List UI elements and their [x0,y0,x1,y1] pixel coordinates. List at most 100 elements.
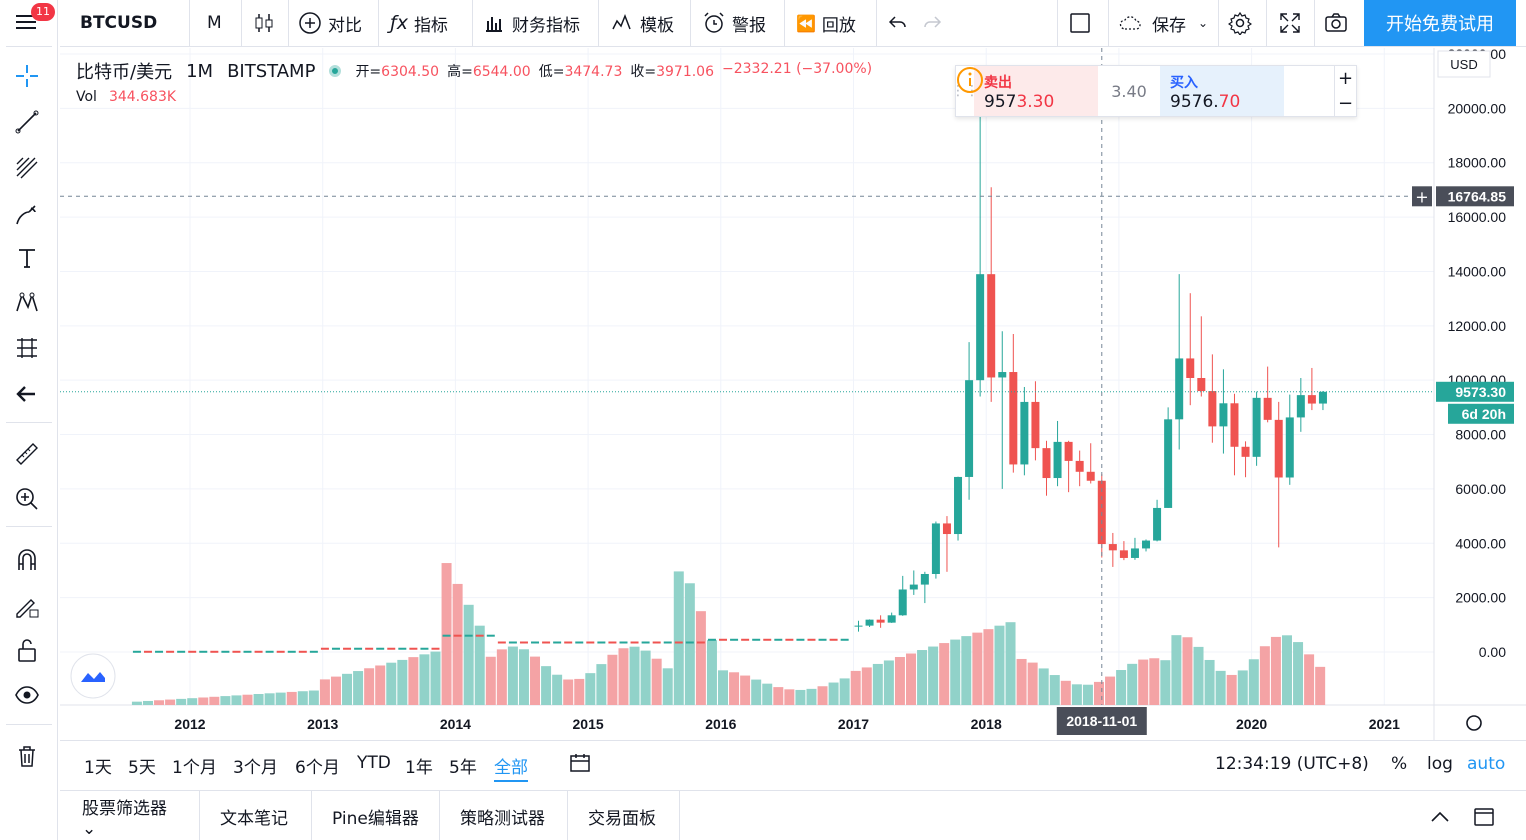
volume-bar [1027,662,1038,705]
indicators-button[interactable]: ƒx 指标 [390,12,448,36]
brush-icon[interactable] [9,196,45,232]
volume-bar [1105,676,1116,705]
fx-icon: ƒx [390,12,408,34]
trash-icon[interactable] [9,738,45,774]
alert-button[interactable]: 警报 [702,0,766,46]
compare-button[interactable]: 对比 [298,0,362,46]
range-6[interactable]: 1年 [405,758,433,778]
volume-bar [430,651,441,705]
layout-button[interactable] [1068,0,1092,46]
range-2[interactable]: 1个月 [172,758,217,778]
y-tick-10: 20000.00 [1448,100,1507,116]
x-tick-1: 2013 [307,716,338,732]
pattern-icon[interactable] [9,285,45,321]
fib-icon[interactable] [9,150,45,186]
volume-bar [1315,666,1326,705]
range-0[interactable]: 1天 [84,758,112,778]
y-tick-0: 0.00 [1479,644,1506,660]
volume-bar [474,625,485,705]
range-4[interactable]: 6个月 [295,758,340,778]
zoom-in-icon[interactable] [9,481,45,517]
range-5[interactable]: YTD [357,753,391,773]
panel-tab-0[interactable]: 股票筛选器 ⌄ [62,791,200,840]
log-toggle[interactable]: log [1427,754,1453,774]
date-range-icon[interactable] [568,751,592,780]
candle-body-2018-01 [987,274,996,378]
undo-button[interactable] [886,0,910,46]
text-icon[interactable] [9,240,45,276]
volume-bar [795,689,806,705]
templates-button[interactable]: 模板 [610,0,674,46]
eye-icon[interactable] [9,677,45,713]
range-3[interactable]: 3个月 [233,758,278,778]
auto-toggle[interactable]: auto [1467,754,1506,774]
range-7[interactable]: 5年 [449,758,477,778]
range-8[interactable]: 全部 [494,753,528,782]
unlock-icon[interactable] [9,632,45,668]
volume-bar [1127,663,1138,705]
template-icon [612,13,631,30]
trend-line-icon[interactable] [9,104,45,140]
y-tick-7: 14000.00 [1448,263,1507,279]
chart-area[interactable]: 0.00 2000.00 4000.00 6000.00 8000.00 10000.00… [60,48,1526,740]
candles-icon [255,14,273,32]
maximize-panel-icon[interactable] [1472,805,1496,833]
volume-bar [496,649,507,705]
y-tick-2: 4000.00 [1455,535,1506,551]
x-tick-4: 2016 [705,716,736,732]
free-trial-button[interactable]: 开始免费试用 [1364,0,1516,46]
candle-body-2020-07 [1318,391,1327,404]
buy-button[interactable]: 买入 9576.70 [1160,66,1284,116]
panel-tab-1[interactable]: 文本笔记 [200,791,312,840]
sell-button[interactable]: 卖出 9573.30 [974,66,1098,116]
interval-select[interactable]: M [207,13,222,33]
clock[interactable]: 12:34:19 (UTC+8) [1215,754,1369,774]
redo-icon [924,16,942,28]
x-tick-9: 2021 [1369,716,1400,732]
candle-body-2019-01 [1119,550,1128,558]
volume-bar [640,650,651,705]
candle-body-2019-06 [1175,358,1184,420]
volume-bar [706,640,717,705]
crosshair-icon[interactable] [9,58,45,94]
panel-tab-2[interactable]: Pine编辑器 [312,791,440,840]
fullscreen-button[interactable] [1278,0,1302,46]
gear-icon [1228,11,1252,35]
symbol-search[interactable]: BTCUSD [80,13,158,33]
candle-body-2019-08 [1197,378,1206,392]
volume-bar [1016,658,1027,705]
volume-bar [1182,637,1193,705]
financials-button[interactable]: 财务指标 [482,0,580,46]
magnet-icon[interactable] [9,542,45,578]
volume-bar [463,604,474,705]
volume-bar [563,679,574,705]
lock-pencil-icon[interactable] [9,588,45,624]
percent-toggle[interactable]: % [1391,754,1408,774]
market-status-icon [329,65,342,77]
notification-badge: 11 [31,3,55,21]
price-chart[interactable]: 0.002000.004000.006000.008000.0010000.00… [60,48,1526,740]
collapse-up-icon[interactable] [1428,805,1452,833]
range-1[interactable]: 5天 [128,758,156,778]
volume-bar [983,629,994,705]
snapshot-button[interactable] [1324,0,1348,46]
increase-button[interactable]: + [1337,68,1354,89]
candle-body-2018-08 [1064,441,1073,461]
volume-bar [1193,646,1204,705]
panel-tab-4[interactable]: 交易面板 [568,791,680,840]
save-button[interactable]: 保存 ⌄ [1114,0,1208,46]
info-icon[interactable] [957,66,1334,116]
measure-tools-icon[interactable] [9,330,45,366]
y-tick-4: 8000.00 [1455,427,1506,443]
redo-button[interactable] [920,0,944,46]
x-tick-0: 2012 [174,716,205,732]
decrease-button[interactable]: − [1337,93,1354,114]
replay-button[interactable]: ⏪ 回放 [796,13,856,36]
panel-tab-3[interactable]: 策略测试器 [440,791,568,840]
last-price-box [1436,381,1514,402]
ruler-icon[interactable] [9,436,45,472]
back-arrow-icon[interactable] [9,376,45,412]
settings-button[interactable] [1228,0,1252,46]
chart-type-button[interactable] [252,0,276,46]
